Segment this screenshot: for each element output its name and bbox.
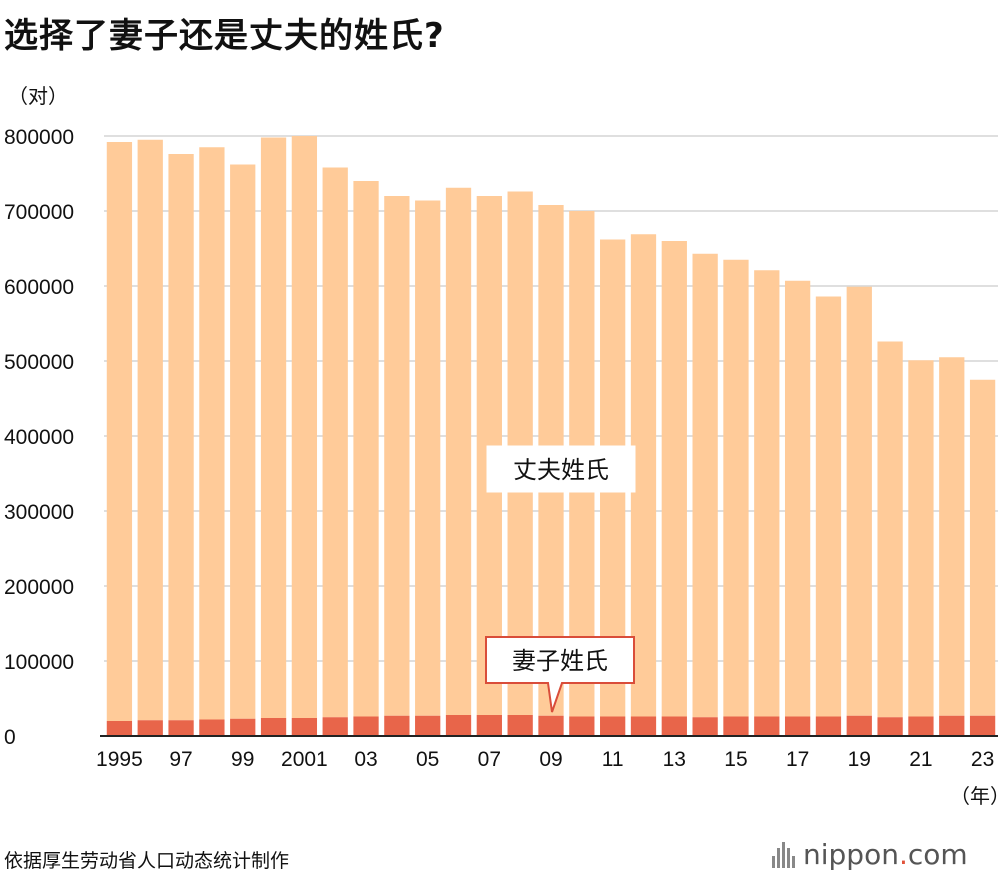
bar-wife: [291, 718, 318, 736]
bar-wife: [877, 717, 903, 736]
bar-wife: [353, 716, 379, 736]
callout-husband-box: [486, 445, 636, 493]
callout-wife-label: 妻子姓氏: [512, 647, 608, 675]
x-tick-label: 2001: [281, 748, 328, 771]
bar-wife: [784, 716, 811, 736]
callout-wife: 妻子姓氏: [485, 636, 635, 713]
y-tick-label: 800000: [4, 126, 74, 149]
bar-husband: [199, 147, 225, 720]
y-tick-label: 400000: [4, 426, 74, 449]
bar-wife: [260, 718, 287, 736]
bar-wife: [600, 716, 626, 736]
bar-wife: [168, 720, 194, 736]
bar-husband: [939, 357, 965, 716]
bar-wife: [106, 721, 133, 736]
bar-husband: [723, 259, 749, 717]
bar-husband: [168, 154, 194, 721]
bar-husband: [230, 164, 256, 719]
x-tick-label: 13: [663, 748, 686, 771]
bar-wife: [569, 716, 595, 736]
bar-wife: [692, 717, 718, 736]
bar-husband: [415, 200, 441, 716]
bar-wife: [199, 719, 225, 736]
bar-wife: [846, 715, 872, 736]
bar-wife: [939, 715, 965, 736]
y-axis-unit: （对）: [8, 84, 68, 108]
bar-wife: [538, 715, 564, 736]
bar-husband: [291, 136, 318, 718]
x-tick-labels: 1995 97 99 2001 03 05 07 09 11 13 15 17 19 21 23: [96, 748, 994, 771]
x-tick-label: 23: [971, 748, 994, 771]
bar-wife: [815, 716, 842, 736]
bar-wife: [137, 720, 163, 736]
bar-wife: [630, 716, 657, 736]
x-tick-label: 03: [354, 748, 377, 771]
logo-text-tail: com: [907, 838, 968, 871]
bar-wife: [322, 717, 348, 736]
x-tick-label: 97: [169, 748, 192, 771]
x-tick-label: 17: [786, 748, 809, 771]
y-tick-label: 600000: [4, 276, 74, 299]
bar-husband: [260, 137, 287, 718]
y-tick-label: 500000: [4, 351, 74, 374]
bar-wife: [384, 715, 410, 736]
x-tick-label: 05: [416, 748, 439, 771]
bar-wife: [445, 715, 472, 736]
source-note: 依据厚生劳动省人口动态统计制作: [4, 850, 290, 872]
bar-husband: [969, 379, 996, 716]
bars: [100, 136, 998, 737]
bar-husband: [322, 167, 348, 718]
bar-husband: [384, 196, 410, 716]
chart-title: 选择了妻子还是丈夫的姓氏?: [4, 16, 445, 56]
logo-dot: .: [898, 838, 908, 871]
x-tick-label: 19: [848, 748, 871, 771]
x-tick-label: 07: [478, 748, 501, 771]
x-tick-label: 15: [724, 748, 747, 771]
bar-wife: [661, 716, 687, 736]
logo-text-main: nippon: [803, 838, 899, 871]
bar-wife: [754, 716, 780, 736]
bar-wife: [908, 716, 934, 736]
bar-wife: [723, 716, 749, 736]
x-tick-label: 99: [231, 748, 254, 771]
x-tick-label: 11: [602, 748, 624, 771]
bar-husband: [353, 181, 379, 717]
bar-wife: [969, 715, 996, 736]
bar-husband: [445, 187, 472, 715]
bar-husband: [661, 241, 687, 717]
x-tick-label: 09: [539, 748, 562, 771]
logo-bars-icon: [772, 841, 795, 868]
bar-husband: [846, 286, 872, 716]
callout-husband: 丈夫姓氏: [486, 445, 636, 493]
bar-husband: [877, 341, 903, 718]
bar-husband: [106, 142, 133, 721]
x-axis-unit: （年）: [950, 784, 1000, 808]
bar-wife: [415, 715, 441, 736]
y-tick-label: 100000: [4, 651, 74, 674]
y-tick-label: 300000: [4, 501, 74, 524]
bar-wife: [507, 715, 533, 736]
bar-husband: [754, 270, 780, 717]
y-tick-label: 0: [4, 726, 16, 749]
bar-wife: [476, 715, 502, 736]
bar-husband: [137, 139, 163, 721]
x-tick-label: 21: [909, 748, 932, 771]
bar-husband: [784, 280, 811, 717]
x-tick-label: 1995: [96, 748, 143, 771]
nippon-logo: nippon. com: [772, 838, 968, 871]
bar-husband: [908, 360, 934, 717]
bar-husband: [815, 296, 842, 717]
y-tick-labels: 0 100000 200000 300000 400000 500000 600000 700…: [4, 126, 74, 749]
bar-husband: [692, 253, 718, 718]
bar-wife: [230, 718, 256, 736]
callout-husband-label: 丈夫姓氏: [513, 456, 609, 484]
y-tick-label: 700000: [4, 201, 74, 224]
y-tick-label: 200000: [4, 576, 74, 599]
callout-wife-box: [485, 636, 635, 713]
